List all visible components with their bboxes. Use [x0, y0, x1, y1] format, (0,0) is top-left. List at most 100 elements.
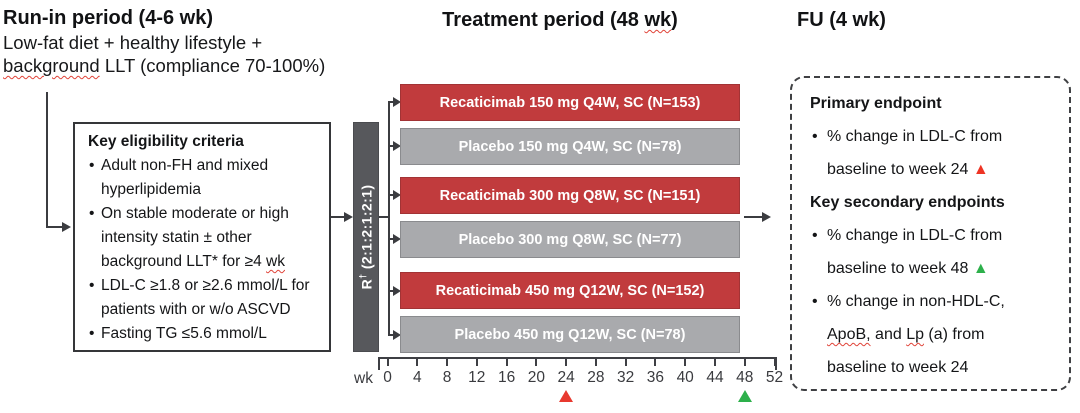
run-in-description-line2-rest: LLT (compliance 70-100%) — [99, 55, 326, 76]
primary-endpoint-bullet: • % change in LDL-C from baseline to wee… — [810, 120, 1045, 186]
arm-bar-label: Recaticimab 450 mg Q12W, SC (N=152) — [435, 282, 705, 299]
randomization-branch-spine — [388, 101, 390, 336]
run-in-description: Low-fat diet + healthy lifestyle + backg… — [3, 31, 325, 77]
axis-tick-label: 16 — [497, 369, 516, 386]
green-triangle-icon: ▲ — [972, 260, 989, 277]
axis-tick-label: 0 — [383, 369, 392, 386]
week-24-marker-icon — [559, 390, 574, 402]
axis-tick-label: 12 — [468, 369, 486, 386]
axis-tick — [713, 357, 716, 366]
axis-tick-label: 32 — [617, 369, 635, 386]
eligibility-bullet-3-text: LDL-C ≥1.8 or ≥2.6 mmol/L for patients w… — [101, 277, 310, 318]
axis-tick-label: 52 — [765, 369, 784, 386]
bullet-icon: • — [812, 293, 818, 310]
randomization-label: R† (2:1:2:1:2:1) — [358, 185, 375, 290]
run-in-period-title: Run-in period (4-6 wk) — [3, 7, 213, 29]
bullet-icon: • — [89, 205, 95, 222]
arm-bar-placebo-450: Placebo 450 mg Q12W, SC (N=78) — [400, 316, 740, 353]
axis-tick — [535, 357, 538, 366]
primary-endpoint-text: % change in LDL-C from baseline to week … — [827, 128, 1003, 178]
secondary-endpoint-2-wavy2: Lp — [906, 326, 924, 343]
randomization-dagger: † — [357, 273, 368, 279]
axis-tick — [505, 357, 508, 366]
primary-endpoint-title: Primary endpoint — [810, 95, 942, 112]
week-axis-unit-label: wk — [354, 370, 373, 387]
arm-bar-label: Placebo 150 mg Q4W, SC (N=78) — [458, 138, 682, 155]
axis-tick-label: 28 — [587, 369, 605, 386]
axis-tick — [475, 357, 478, 366]
axis-tick — [416, 357, 419, 366]
secondary-endpoint-bullet-2: • % change in non-HDL-C, ApoB, and Lp (a… — [810, 285, 1045, 384]
eligibility-title: Key eligibility criteria — [88, 133, 244, 150]
arm-bar-label: Recaticimab 150 mg Q4W, SC (N=153) — [439, 94, 701, 111]
randomization-ratio: (2:1:2:1:2:1) — [358, 184, 375, 274]
axis-tick-label: 48 — [736, 369, 754, 386]
eligibility-bullet-1-text: Adult non-FH and mixed hyperlipidemia — [101, 157, 269, 198]
eligibility-bullet-2-text: On stable moderate or high intensity sta… — [101, 205, 289, 270]
secondary-endpoint-1-text: % change in LDL-C from baseline to week … — [827, 227, 1003, 277]
arm-bar-label: Recaticimab 300 mg Q8W, SC (N=151) — [439, 187, 701, 204]
axis-tick-label: 40 — [676, 369, 694, 386]
axis-tick — [386, 357, 389, 366]
treatment-period-title: Treatment period (48 wk) — [420, 9, 700, 32]
bullet-icon: • — [89, 325, 95, 342]
branch-arrow-arm-1 — [388, 97, 401, 107]
axis-tick-label: 44 — [706, 369, 724, 386]
arm-bar-placebo-150: Placebo 150 mg Q4W, SC (N=78) — [400, 128, 740, 165]
arm-bar-placebo-300: Placebo 300 mg Q8W, SC (N=77) — [400, 221, 740, 258]
branch-arrow-arm-4 — [388, 234, 401, 244]
eligibility-bullet-2-wavy: wk — [266, 253, 285, 270]
axis-tick — [594, 357, 597, 366]
secondary-endpoint-bullet-1: • % change in LDL-C from baseline to wee… — [810, 219, 1045, 285]
axis-tick — [624, 357, 627, 366]
eligibility-bullet-2-pre: On stable moderate or high intensity sta… — [101, 205, 289, 270]
secondary-endpoints-title: Key secondary endpoints — [810, 194, 1005, 211]
eligibility-bullet-1: • Adult non-FH and mixed hyperlipidemia — [88, 154, 315, 202]
run-in-description-line1: Low-fat diet + healthy lifestyle + — [3, 32, 263, 53]
week-axis-left-cap — [378, 357, 380, 370]
secondary-endpoint-2-wavy1: ApoB, — [827, 326, 871, 343]
branch-arrow-arm-3 — [388, 190, 401, 200]
randomization-branch-stub — [379, 216, 389, 218]
run-in-elbow-arrow-vertical — [46, 92, 48, 228]
axis-tick-label: 20 — [527, 369, 545, 386]
axis-tick — [565, 357, 568, 366]
bullet-icon: • — [812, 227, 818, 244]
week-axis-right-cap — [775, 357, 777, 370]
arm-bar-recaticimab-150: Recaticimab 150 mg Q4W, SC (N=153) — [400, 84, 740, 121]
endpoints-box: Primary endpoint • % change in LDL-C fro… — [790, 76, 1071, 391]
arm-bar-label: Placebo 450 mg Q12W, SC (N=78) — [454, 326, 686, 343]
arm-bar-recaticimab-300: Recaticimab 300 mg Q8W, SC (N=151) — [400, 177, 740, 214]
bullet-icon: • — [812, 128, 818, 145]
arm-bar-recaticimab-450: Recaticimab 450 mg Q12W, SC (N=152) — [400, 272, 740, 309]
eligibility-criteria-box: Key eligibility criteria • Adult non-FH … — [73, 122, 331, 352]
axis-tick-label: 36 — [646, 369, 665, 386]
secondary-endpoint-2-seg3: (a) from baseline to week 24 — [827, 326, 985, 376]
arm-bar-label: Placebo 300 mg Q8W, SC (N=77) — [458, 231, 682, 248]
run-in-description-line2-wavy: background — [3, 55, 100, 76]
branch-arrow-arm-2 — [388, 141, 401, 151]
week-48-marker-icon — [737, 390, 752, 402]
eligibility-bullet-3: • LDL-C ≥1.8 or ≥2.6 mmol/L for patients… — [88, 274, 315, 322]
run-in-elbow-arrow-horizontal — [46, 221, 71, 232]
treatment-title-pre: Treatment period (48 — [442, 9, 645, 31]
week-axis-line — [378, 357, 777, 359]
follow-up-title: FU (4 wk) — [797, 9, 886, 31]
eligibility-bullet-2: • On stable moderate or high intensity s… — [88, 202, 315, 274]
axis-tick-label: 4 — [412, 369, 422, 386]
randomization-r: R — [358, 278, 375, 290]
secondary-endpoint-2-seg2: and — [870, 326, 907, 343]
secondary-endpoint-2-seg1: % change in non-HDL-C, — [827, 293, 1005, 310]
bullet-icon: • — [89, 157, 95, 174]
eligibility-bullet-4-text: Fasting TG ≤5.6 mmol/L — [101, 325, 267, 342]
treatment-title-post: ) — [671, 9, 678, 31]
eligibility-to-randomization-arrow — [331, 211, 353, 222]
eligibility-bullet-4: • Fasting TG ≤5.6 mmol/L — [88, 322, 315, 346]
randomization-bar: R† (2:1:2:1:2:1) — [353, 122, 379, 352]
branch-arrow-arm-6 — [388, 330, 401, 340]
axis-tick — [684, 357, 687, 366]
secondary-endpoint-2-text: % change in non-HDL-C, ApoB, and Lp (a) … — [827, 293, 1005, 376]
branch-arrow-arm-5 — [388, 286, 401, 296]
run-in-description-line2: background LLT (compliance 70-100%) — [3, 54, 325, 77]
axis-tick — [773, 357, 776, 366]
